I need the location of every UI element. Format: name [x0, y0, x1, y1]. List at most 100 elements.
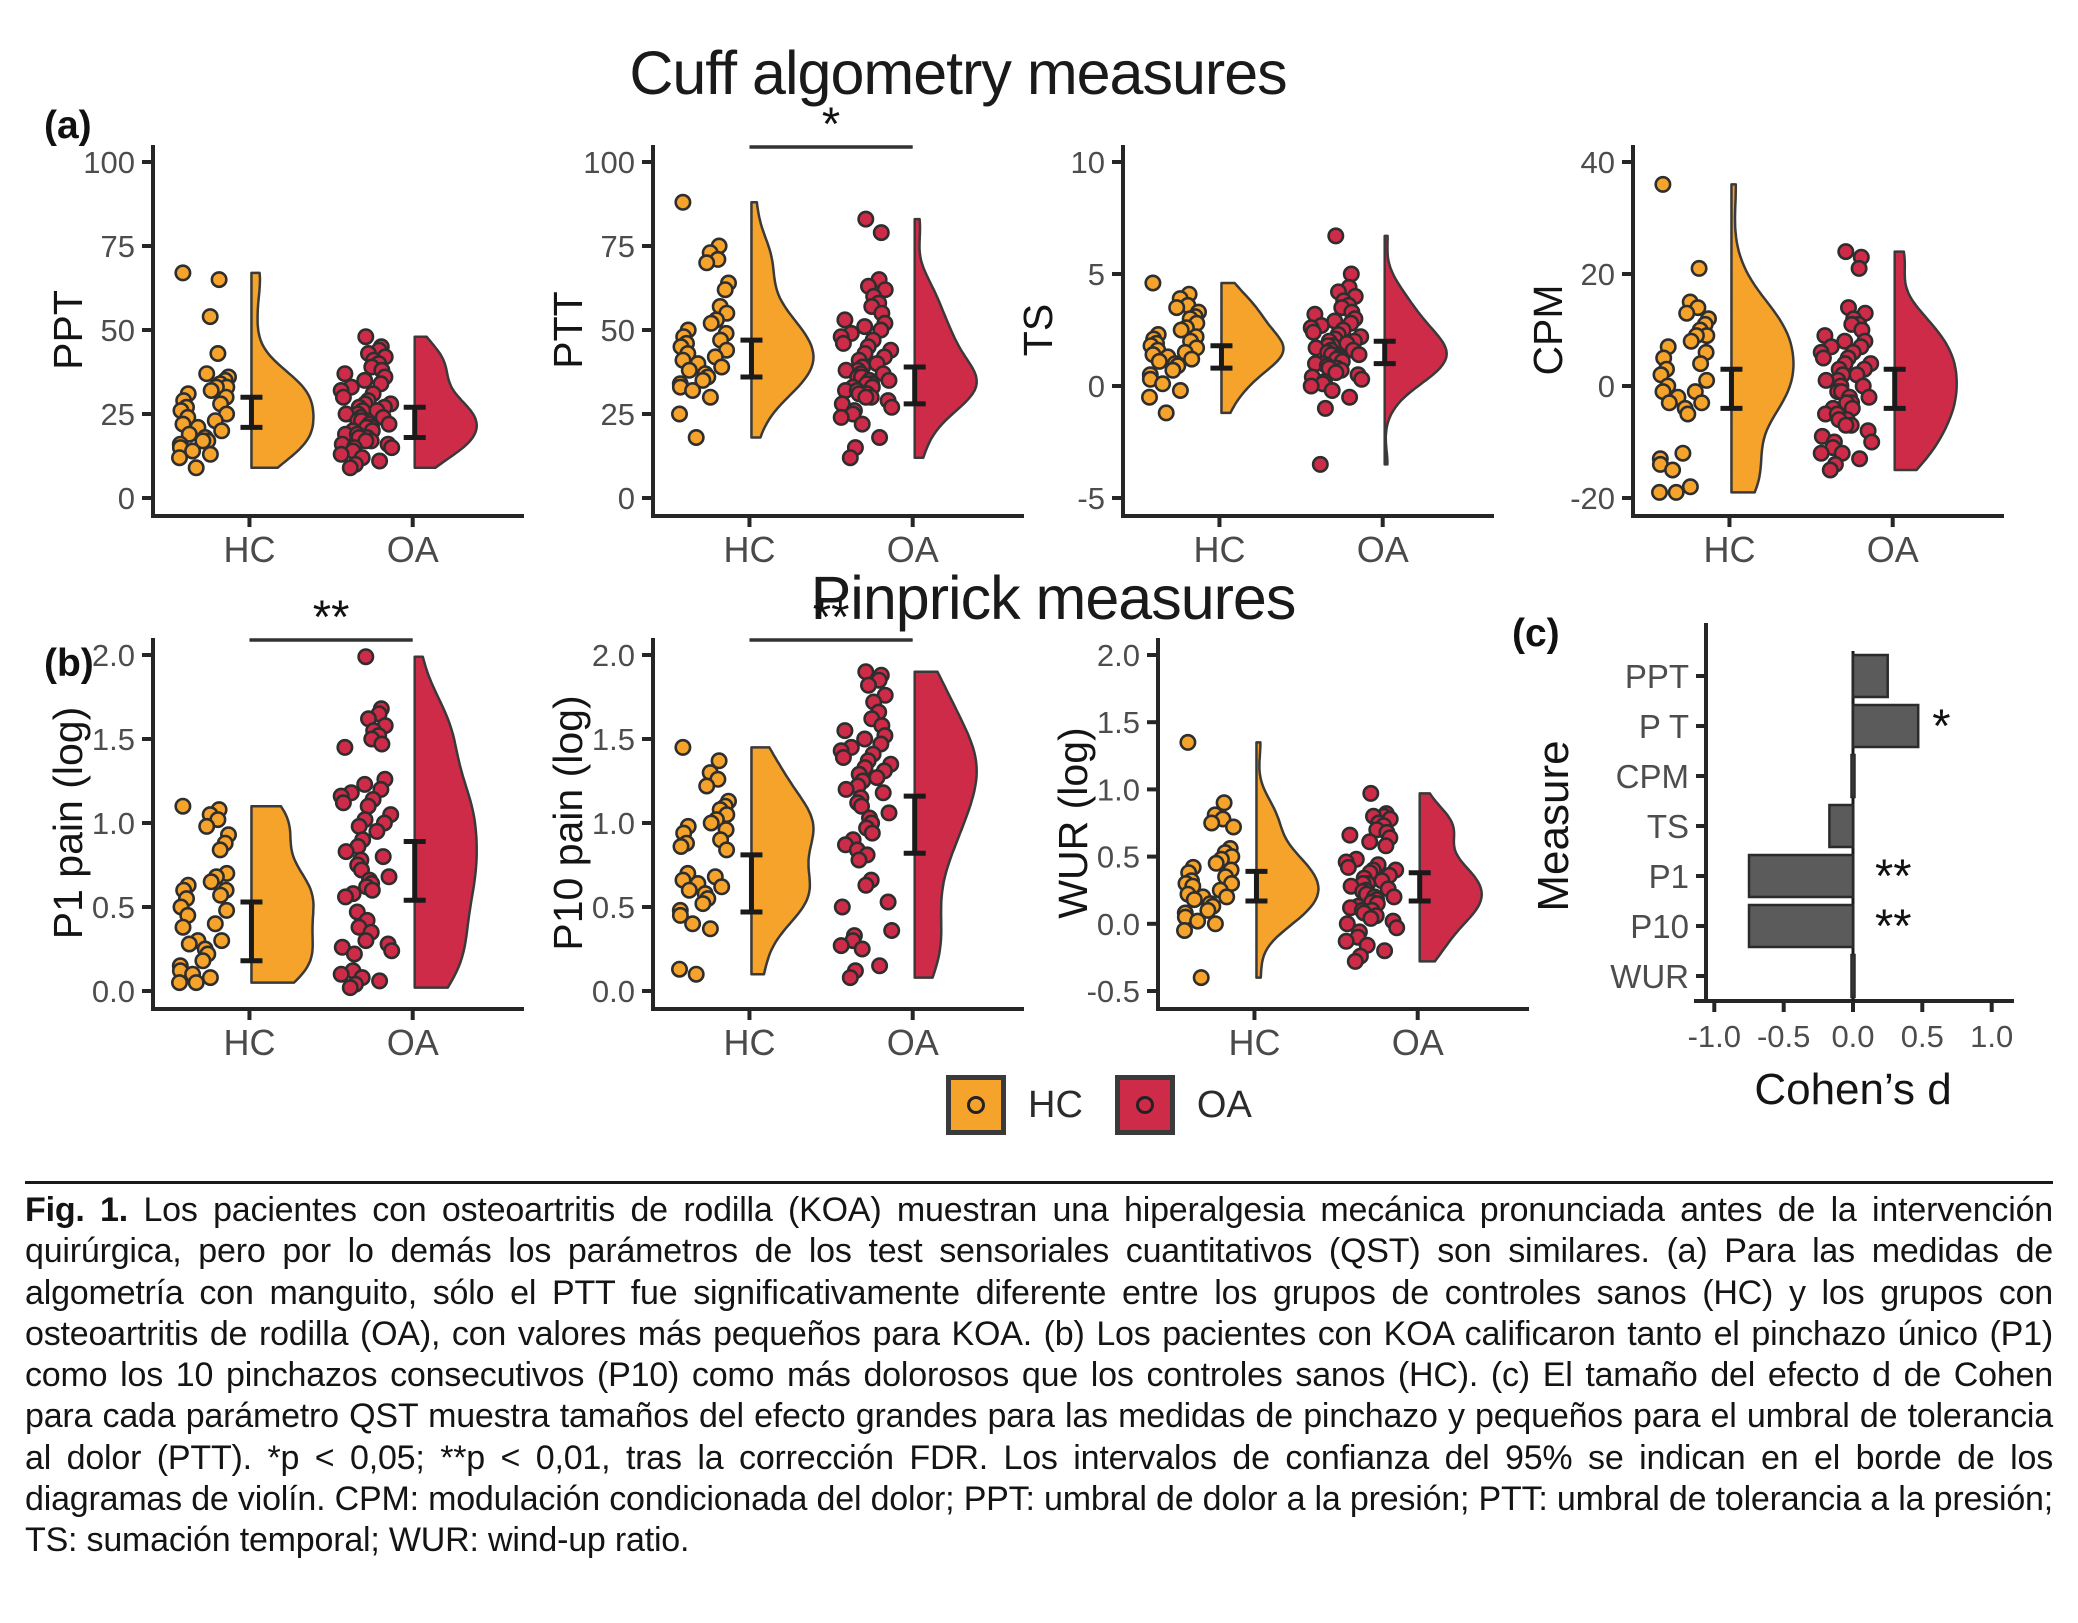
- svg-text:PTT: PTT: [545, 291, 591, 368]
- svg-text:HC: HC: [723, 529, 775, 570]
- axes: 0 25 50 75 100 HC OA PTT: [545, 145, 1024, 570]
- legend-item-oa: OA: [1114, 1075, 1252, 1135]
- hc-legend-label: HC: [1028, 1083, 1083, 1126]
- svg-text:OA: OA: [1357, 529, 1409, 570]
- svg-text:5: 5: [1088, 257, 1105, 292]
- svg-text:1.5: 1.5: [1097, 705, 1140, 740]
- svg-text:0: 0: [618, 481, 635, 516]
- violin-oa: [913, 670, 978, 979]
- oa-swatch: [1114, 1075, 1175, 1135]
- svg-text:2.0: 2.0: [592, 638, 635, 673]
- axes: 0.0 0.5 1.0 1.5 2.0 HC OA P1 pain (log): [45, 638, 524, 1063]
- svg-text:75: 75: [601, 229, 635, 264]
- cohens-d-bar-chart: PPT P T CPM TS P1 P10 WUR -1.0 -0.5 0.0 0.5 1.0 Cohe…: [1528, 606, 2073, 1131]
- axes: 0 25 50 75 100 HC OA PPT: [45, 145, 524, 570]
- violin-hc: [750, 201, 815, 439]
- panel-a-label: (a): [44, 104, 92, 147]
- ci-errorbar-hc: [740, 852, 763, 915]
- ci-errorbar-oa: [903, 793, 926, 856]
- svg-text:50: 50: [101, 313, 135, 348]
- svg-text:0.5: 0.5: [592, 890, 635, 925]
- svg-text:25: 25: [101, 397, 135, 432]
- svg-text:OA: OA: [387, 1022, 439, 1063]
- pinprick-title: Pinprick measures: [810, 564, 1297, 632]
- svg-text:-5: -5: [1077, 481, 1105, 516]
- svg-text:OA: OA: [887, 529, 939, 570]
- svg-text:HC: HC: [1228, 1022, 1280, 1063]
- svg-text:20: 20: [1581, 257, 1615, 292]
- svg-text:HC: HC: [223, 1022, 275, 1063]
- svg-text:*: *: [1932, 699, 1950, 752]
- violin-hc: [250, 804, 315, 984]
- cohens-d-bars: [1747, 653, 1920, 999]
- svg-text:1.5: 1.5: [592, 722, 635, 757]
- figure-caption: Fig. 1. Los pacientes con osteoartritis …: [25, 1190, 2053, 1562]
- points-oa: [1337, 784, 1406, 970]
- points-hc: [171, 264, 238, 477]
- ci-errorbar-oa: [1883, 366, 1906, 411]
- axes: -20 0 20 40 HC OA CPM: [1525, 145, 2004, 570]
- violin-hc: [750, 746, 815, 976]
- ci-errorbar-hc: [240, 899, 263, 964]
- ci-errorbar-hc: [1210, 343, 1233, 371]
- points-hc: [1141, 274, 1208, 422]
- svg-text:OA: OA: [1392, 1022, 1444, 1063]
- ci-errorbar-hc: [240, 394, 263, 430]
- svg-text:CPM: CPM: [1525, 284, 1571, 375]
- oa-dot-icon: [1135, 1096, 1154, 1114]
- svg-text:TS: TS: [1015, 304, 1061, 356]
- significance-bracket: *: [749, 97, 913, 150]
- violin-oa: [913, 217, 978, 459]
- svg-text:Cohen’s d: Cohen’s d: [1754, 1065, 1951, 1114]
- points-hc: [671, 738, 738, 983]
- svg-text:PPT: PPT: [45, 290, 91, 370]
- points-oa: [832, 210, 901, 467]
- ci-errorbar-oa: [1373, 338, 1396, 367]
- svg-text:1.0: 1.0: [592, 806, 635, 841]
- svg-text:HC: HC: [1193, 529, 1245, 570]
- svg-text:1.5: 1.5: [92, 722, 135, 757]
- ci-errorbar-hc: [740, 337, 763, 380]
- svg-text:10: 10: [1071, 145, 1105, 180]
- points-hc: [1176, 733, 1243, 987]
- ci-errorbar-hc: [1245, 868, 1268, 904]
- svg-text:HC: HC: [223, 529, 275, 570]
- svg-text:0.5: 0.5: [1097, 840, 1140, 875]
- points-oa: [332, 648, 401, 997]
- legend-item-hc: HC: [946, 1075, 1083, 1135]
- svg-text:2.0: 2.0: [1097, 638, 1140, 673]
- svg-text:P T: P T: [1639, 708, 1689, 745]
- svg-text:OA: OA: [1867, 529, 1919, 570]
- violin-oa: [1418, 792, 1483, 963]
- svg-text:Measure: Measure: [1529, 740, 1578, 911]
- points-oa: [832, 663, 901, 987]
- svg-text:**: **: [813, 590, 850, 643]
- svg-text:WUR: WUR: [1610, 958, 1689, 995]
- ci-errorbar-oa: [903, 364, 926, 407]
- axes: PPT P T CPM TS P1 P10 WUR -1.0 -0.5 0.0 0.5 1.0 Cohe…: [1529, 623, 2014, 1114]
- caption-text: Los pacientes con osteoartritis de rodil…: [25, 1191, 2053, 1560]
- ppt-raincloud-plot: 0 25 50 75 100 HC OA PPT: [45, 120, 538, 590]
- svg-text:OA: OA: [887, 1022, 939, 1063]
- svg-text:0.0: 0.0: [1097, 907, 1140, 942]
- svg-text:0.5: 0.5: [1901, 1019, 1944, 1054]
- axes: -0.5 0.0 0.5 1.0 1.5 2.0 HC OA WUR (log): [1050, 638, 1529, 1063]
- points-hc: [171, 797, 238, 992]
- svg-text:P10: P10: [1630, 908, 1689, 945]
- ts-raincloud-plot: -5 0 5 10 HC OA TS: [1015, 120, 1508, 590]
- oa-legend-label: OA: [1196, 1083, 1252, 1126]
- svg-text:0.5: 0.5: [92, 890, 135, 925]
- points-hc: [671, 193, 738, 446]
- cpm-raincloud-plot: -20 0 20 40 HC OA CPM: [1525, 120, 2018, 590]
- svg-text:PPT: PPT: [1625, 658, 1689, 695]
- significance-bracket: **: [749, 590, 913, 643]
- ci-errorbar-oa: [403, 404, 426, 440]
- svg-text:-1.0: -1.0: [1688, 1019, 1741, 1054]
- svg-text:75: 75: [101, 229, 135, 264]
- cuff-algometry-title: Cuff algometry measures: [629, 39, 1287, 107]
- axes: 0.0 0.5 1.0 1.5 2.0 HC OA P10 pain (log): [545, 638, 1024, 1063]
- p10-raincloud-plot: 0.0 0.5 1.0 1.5 2.0 HC OA P10 pain (log) **: [545, 590, 1038, 1083]
- wur-raincloud-plot: -0.5 0.0 0.5 1.0 1.5 2.0 HC OA WUR (log): [1050, 613, 1543, 1083]
- p1-raincloud-plot: 0.0 0.5 1.0 1.5 2.0 HC OA P1 pain (log) **: [45, 590, 538, 1083]
